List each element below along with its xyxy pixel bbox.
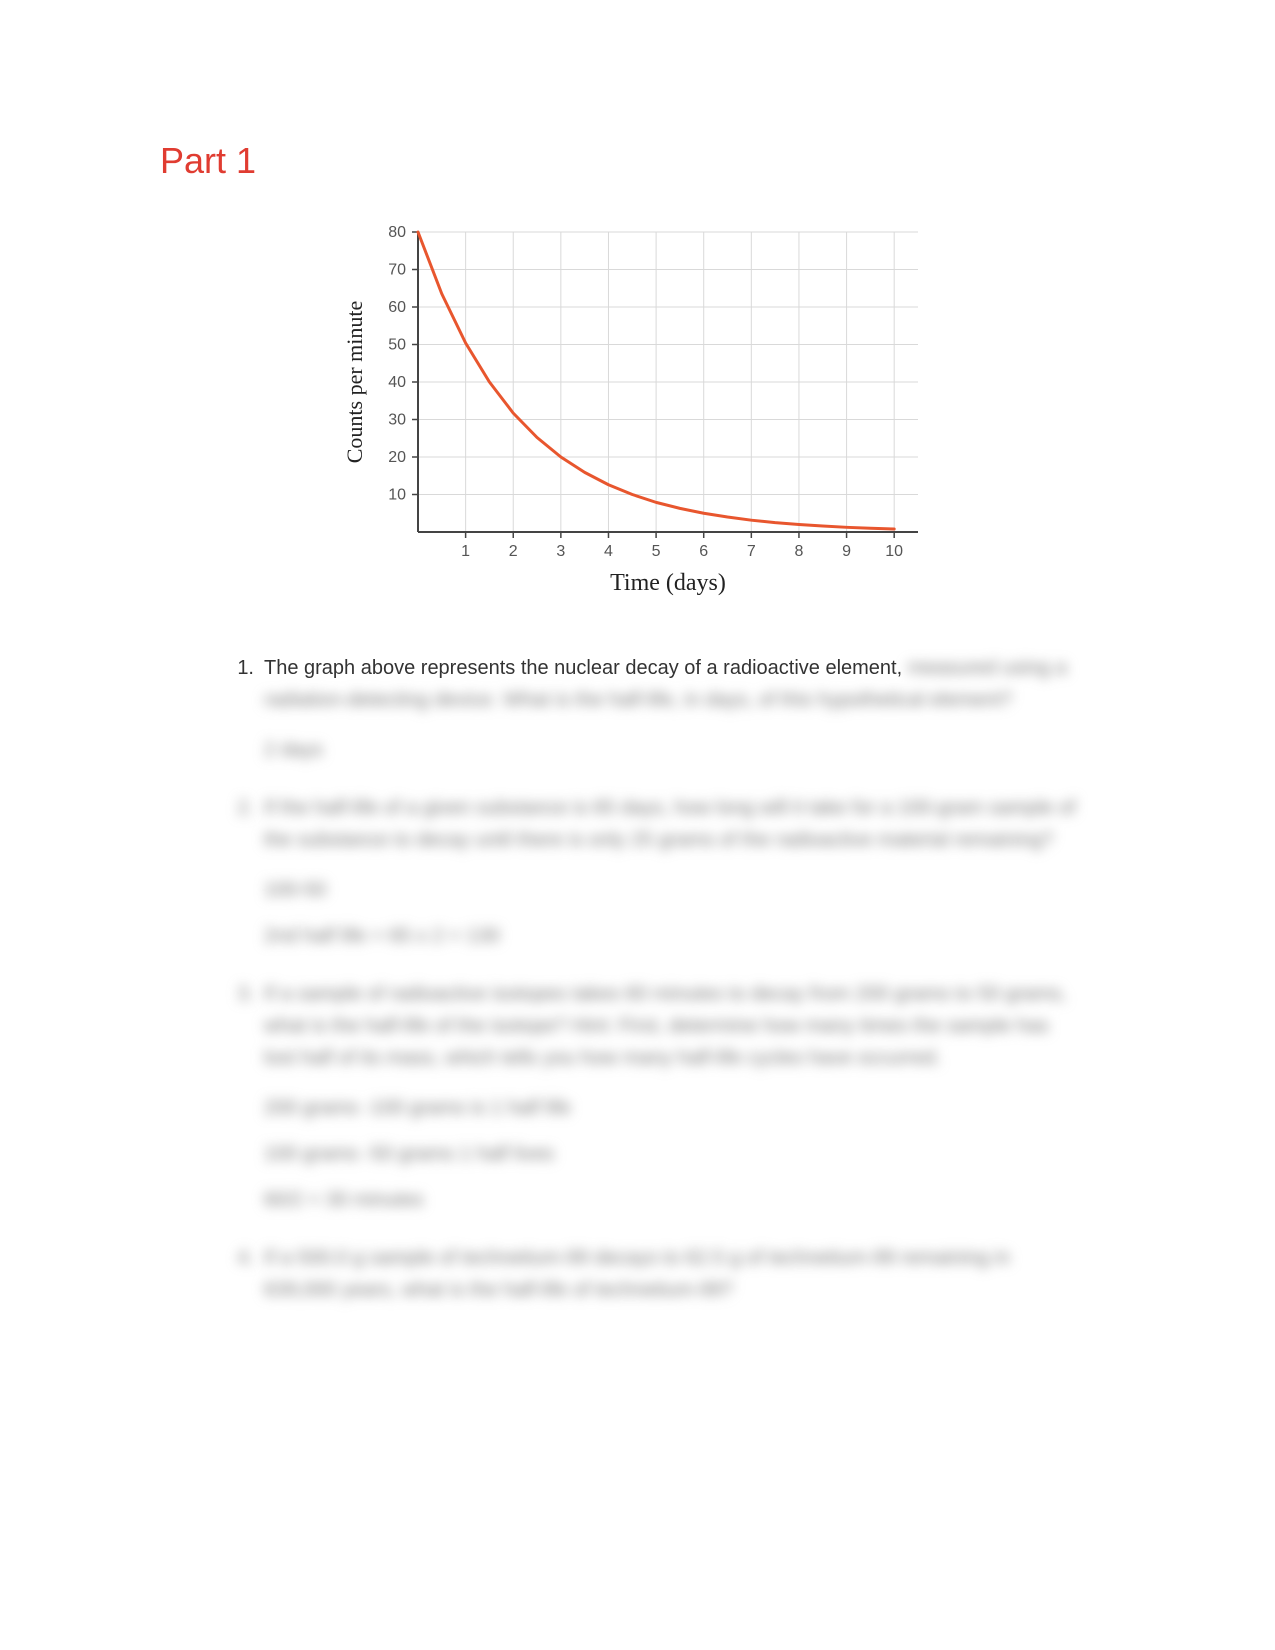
chart-container: 1 2 3 4 5 6 7 8 9 10 10 20 30 40 50 60 70 80 Time (days) Co… bbox=[160, 222, 1115, 602]
question-body: If the half-life of a given substance is… bbox=[264, 792, 1085, 856]
question-number: 1. bbox=[220, 652, 264, 716]
chart-svg: 1 2 3 4 5 6 7 8 9 10 10 20 30 40 50 60 70 80 Time (days) Co… bbox=[338, 222, 938, 602]
svg-text:40: 40 bbox=[388, 374, 406, 391]
svg-text:8: 8 bbox=[794, 543, 803, 560]
question-list: 1.The graph above represents the nuclear… bbox=[160, 652, 1115, 1306]
svg-text:3: 3 bbox=[556, 543, 565, 560]
answer-block: 200 grams -100 grams is 1 half life 100 g… bbox=[264, 1092, 1085, 1216]
decay-chart: 1 2 3 4 5 6 7 8 9 10 10 20 30 40 50 60 70 80 Time (days) Co… bbox=[338, 222, 938, 602]
svg-text:10: 10 bbox=[388, 487, 406, 504]
question-text-clear: The graph above represents the nuclear d… bbox=[264, 657, 908, 679]
svg-text:4: 4 bbox=[604, 543, 613, 560]
question-text-blurred: If a sample of radioactive isotopes take… bbox=[264, 983, 1067, 1069]
question-body: If a 500.0 g sample of technetium-99 dec… bbox=[264, 1242, 1085, 1306]
answer-line: 2 days bbox=[264, 734, 1085, 766]
question-item: 1.The graph above represents the nuclear… bbox=[220, 652, 1085, 716]
question-number: 2. bbox=[220, 792, 264, 856]
question-item: 2.If the half-life of a given substance … bbox=[220, 792, 1085, 856]
answer-block: 2 days bbox=[264, 734, 1085, 766]
question-text-blurred: If a 500.0 g sample of technetium-99 dec… bbox=[264, 1247, 1010, 1301]
question-item: 4.If a 500.0 g sample of technetium-99 d… bbox=[220, 1242, 1085, 1306]
document-page: Part 1 1 2 3 4 5 6 7 8 9 10 10 20 30 40 50 60 70 80 Time (… bbox=[0, 0, 1275, 1650]
answer-line: 200 grams -100 grams is 1 half life bbox=[264, 1092, 1085, 1124]
question-item: 3.If a sample of radioactive isotopes ta… bbox=[220, 978, 1085, 1074]
svg-text:80: 80 bbox=[388, 224, 406, 241]
svg-text:30: 30 bbox=[388, 412, 406, 429]
answer-block: 100-50 2nd half life = 65 x 2 = 130 bbox=[264, 874, 1085, 952]
svg-text:6: 6 bbox=[699, 543, 708, 560]
question-body: The graph above represents the nuclear d… bbox=[264, 652, 1085, 716]
svg-text:10: 10 bbox=[885, 543, 903, 560]
answer-line: 100-50 bbox=[264, 874, 1085, 906]
question-body: If a sample of radioactive isotopes take… bbox=[264, 978, 1085, 1074]
svg-text:5: 5 bbox=[651, 543, 660, 560]
svg-text:60: 60 bbox=[388, 299, 406, 316]
svg-text:7: 7 bbox=[746, 543, 755, 560]
svg-text:1: 1 bbox=[461, 543, 470, 560]
question-number: 4. bbox=[220, 1242, 264, 1306]
svg-text:9: 9 bbox=[842, 543, 851, 560]
section-title: Part 1 bbox=[160, 140, 1115, 182]
svg-text:2: 2 bbox=[508, 543, 517, 560]
svg-text:20: 20 bbox=[388, 449, 406, 466]
svg-text:70: 70 bbox=[388, 262, 406, 279]
answer-line: 60/2 = 30 minutes bbox=[264, 1184, 1085, 1216]
question-number: 3. bbox=[220, 978, 264, 1074]
answer-line: 100 grams -50 grams 1 half lives bbox=[264, 1138, 1085, 1170]
svg-text:50: 50 bbox=[388, 337, 406, 354]
answer-line: 2nd half life = 65 x 2 = 130 bbox=[264, 920, 1085, 952]
question-text-blurred: If the half-life of a given substance is… bbox=[264, 797, 1076, 851]
svg-text:Counts per minute: Counts per minute bbox=[342, 301, 367, 464]
svg-text:Time (days): Time (days) bbox=[610, 570, 726, 596]
